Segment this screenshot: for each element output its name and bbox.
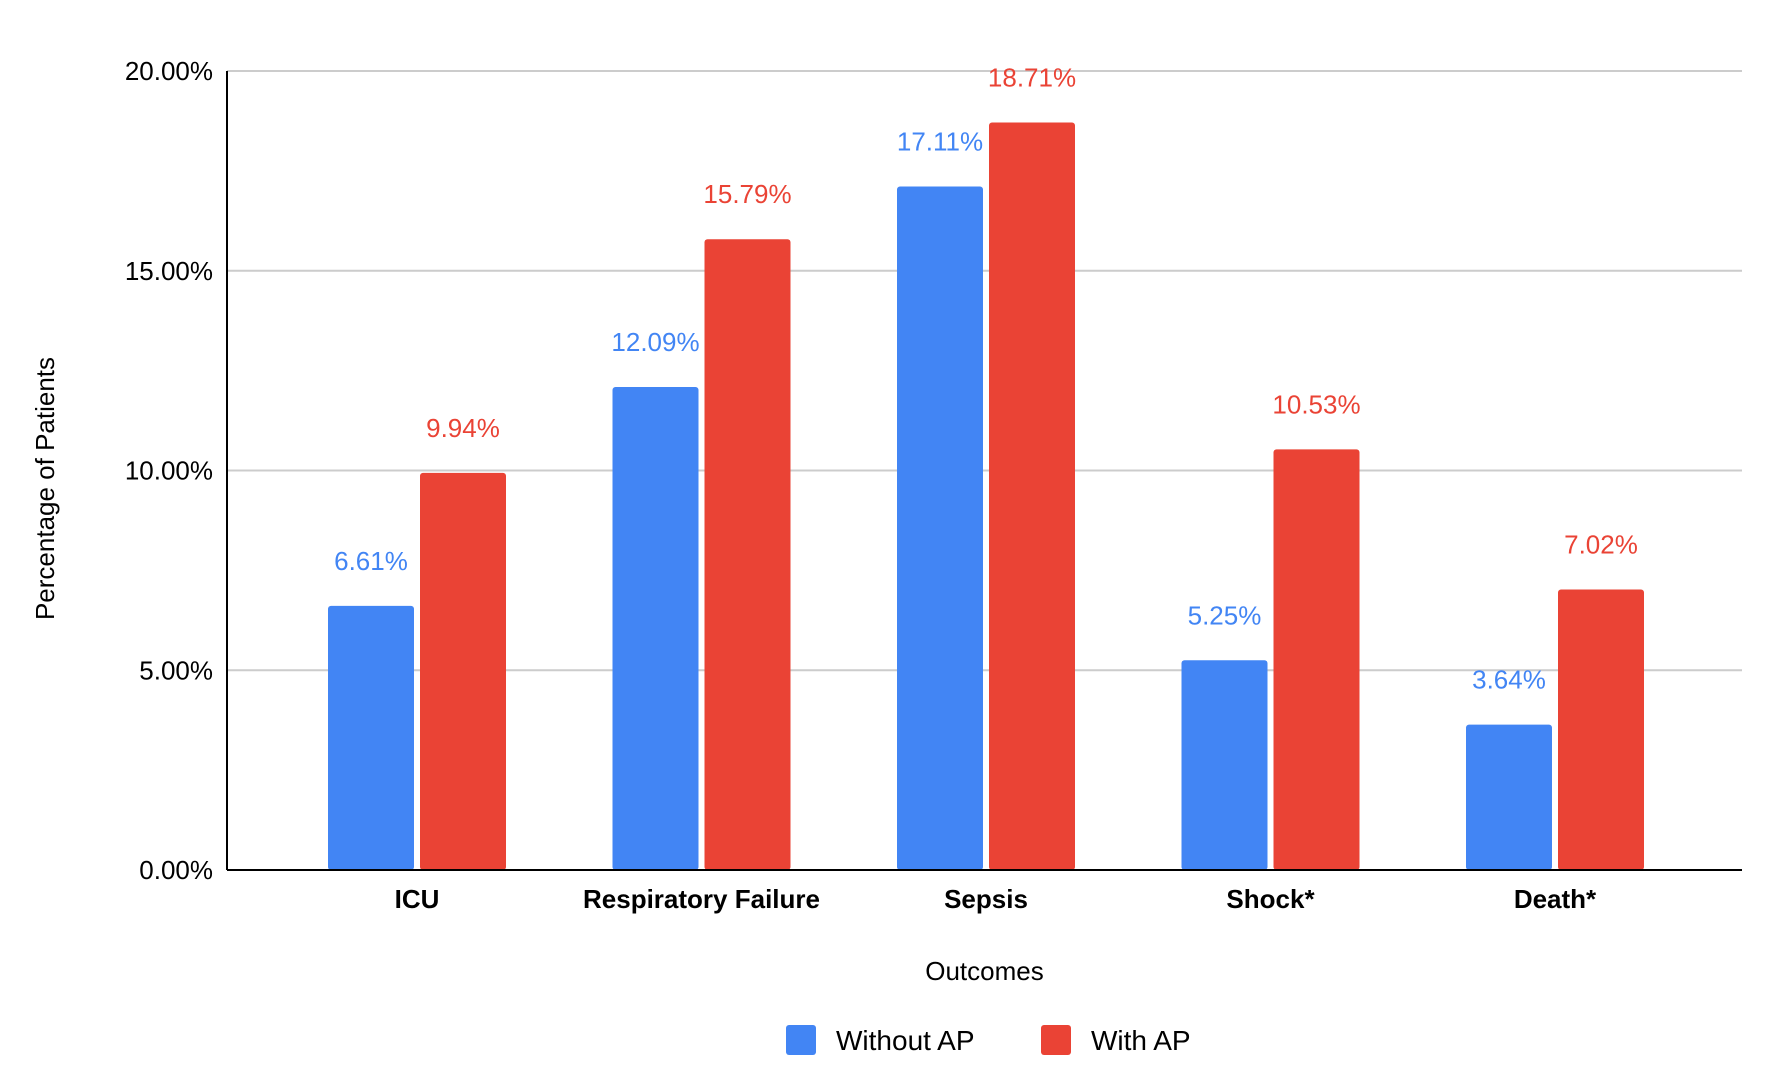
data-label: 5.25% bbox=[1188, 600, 1262, 630]
y-tick-label: 5.00% bbox=[139, 655, 213, 685]
bar-with-ap-respiratory-failure bbox=[704, 239, 791, 870]
data-label: 7.02% bbox=[1564, 530, 1638, 560]
x-category-label: Death* bbox=[1514, 884, 1597, 914]
bar-with-ap-icu bbox=[420, 472, 506, 870]
y-axis-title: Percentage of Patients bbox=[30, 357, 60, 620]
y-tick-label: 15.00% bbox=[125, 256, 213, 286]
data-label: 9.94% bbox=[426, 413, 500, 443]
y-axis-ticks: 0.00% 5.00% 10.00% 15.00% 20.00% bbox=[125, 56, 213, 885]
legend: Without AP With AP bbox=[786, 1025, 1191, 1056]
x-category-label: Sepsis bbox=[944, 884, 1028, 914]
bar-without-ap-shock- bbox=[1181, 660, 1268, 870]
x-category-label: ICU bbox=[395, 884, 440, 914]
bars bbox=[328, 122, 1644, 870]
x-axis-categories: ICU Respiratory Failure Sepsis Shock* Death* bbox=[395, 884, 1597, 914]
data-label: 15.79% bbox=[703, 179, 791, 209]
bar-with-ap-sepsis bbox=[989, 122, 1075, 870]
y-tick-label: 20.00% bbox=[125, 56, 213, 86]
x-axis-title: Outcomes bbox=[925, 956, 1044, 986]
bar-without-ap-icu bbox=[328, 605, 414, 870]
legend-label: With AP bbox=[1091, 1025, 1191, 1056]
bar-with-ap-death- bbox=[1558, 589, 1644, 870]
bar-without-ap-death- bbox=[1466, 724, 1552, 870]
data-label: 3.64% bbox=[1472, 665, 1546, 695]
data-labels: 6.61% 9.94% 12.09% 15.79% 17.11% 18.71% 5.25% 1… bbox=[334, 63, 1638, 695]
data-label: 12.09% bbox=[611, 327, 699, 357]
bar-with-ap-shock- bbox=[1273, 449, 1360, 870]
axes bbox=[226, 71, 1742, 871]
data-label: 17.11% bbox=[897, 126, 983, 156]
gridlines bbox=[227, 70, 1742, 672]
legend-swatch-without-ap bbox=[786, 1025, 816, 1055]
bar-without-ap-sepsis bbox=[897, 186, 983, 870]
data-label: 10.53% bbox=[1272, 389, 1360, 419]
x-category-label: Shock* bbox=[1226, 884, 1315, 914]
y-tick-label: 0.00% bbox=[139, 855, 213, 885]
data-label: 6.61% bbox=[334, 546, 408, 576]
x-category-label: Respiratory Failure bbox=[583, 884, 820, 914]
legend-label: Without AP bbox=[836, 1025, 975, 1056]
y-tick-label: 10.00% bbox=[125, 456, 213, 486]
data-label: 18.71% bbox=[988, 63, 1076, 93]
bar-without-ap-respiratory-failure bbox=[612, 387, 699, 870]
legend-swatch-with-ap bbox=[1041, 1025, 1071, 1055]
